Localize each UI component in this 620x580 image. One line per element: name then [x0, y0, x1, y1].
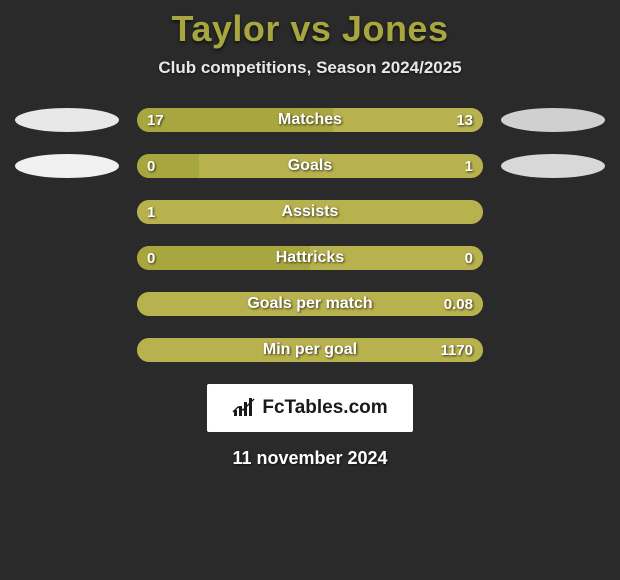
brand-text: FcTables.com	[262, 397, 387, 419]
stat-label: Goals per match	[137, 292, 483, 316]
ellipse-spacer	[501, 338, 605, 362]
stat-bar: 1Assists	[137, 200, 483, 224]
page-title: Taylor vs Jones	[0, 8, 620, 50]
stat-label: Min per goal	[137, 338, 483, 362]
stat-rows: 1713Matches 01Goals 1Assists 00Hattricks 0.0…	[0, 108, 620, 362]
ellipse-spacer	[501, 292, 605, 316]
ellipse-spacer	[15, 246, 119, 270]
stat-row: 1Assists	[0, 200, 620, 224]
stat-bar: 01Goals	[137, 154, 483, 178]
stat-row: 01Goals	[0, 154, 620, 178]
ellipse-spacer	[501, 200, 605, 224]
stat-label: Matches	[137, 108, 483, 132]
stat-row: 1713Matches	[0, 108, 620, 132]
ellipse-spacer	[15, 338, 119, 362]
stat-row: 00Hattricks	[0, 246, 620, 270]
stat-bar: 0.08Goals per match	[137, 292, 483, 316]
stat-label: Assists	[137, 200, 483, 224]
stat-label: Hattricks	[137, 246, 483, 270]
stat-row: 1170Min per goal	[0, 338, 620, 362]
date-text: 11 november 2024	[0, 448, 620, 469]
stat-row: 0.08Goals per match	[0, 292, 620, 316]
brand-badge: FcTables.com	[207, 384, 413, 432]
subtitle: Club competitions, Season 2024/2025	[0, 58, 620, 78]
player-right-ellipse	[501, 154, 605, 178]
player-left-ellipse	[15, 154, 119, 178]
chart-icon	[232, 398, 256, 418]
player-left-ellipse	[15, 108, 119, 132]
stat-label: Goals	[137, 154, 483, 178]
stat-bar: 00Hattricks	[137, 246, 483, 270]
ellipse-spacer	[15, 292, 119, 316]
ellipse-spacer	[15, 200, 119, 224]
ellipse-spacer	[501, 246, 605, 270]
stat-bar: 1170Min per goal	[137, 338, 483, 362]
player-right-ellipse	[501, 108, 605, 132]
stat-bar: 1713Matches	[137, 108, 483, 132]
infographic-container: Taylor vs Jones Club competitions, Seaso…	[0, 0, 620, 469]
